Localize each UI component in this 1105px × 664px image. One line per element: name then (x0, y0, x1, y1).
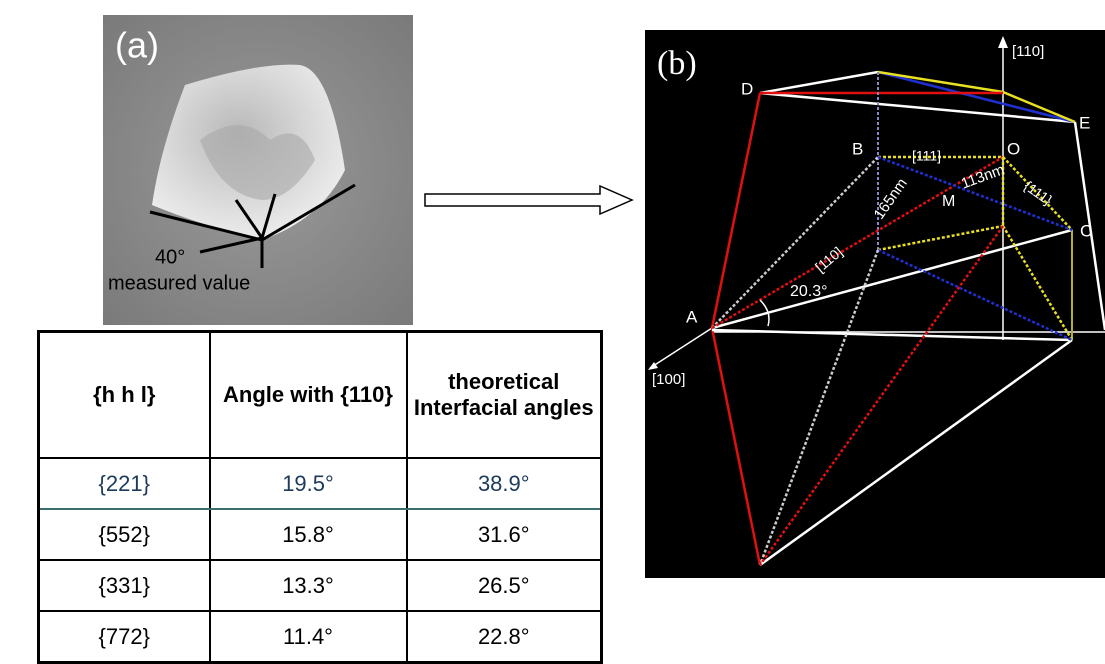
panel-label: (b) (657, 45, 697, 82)
cell: 22.8° (407, 611, 602, 663)
header-cell: theoretical Interfacial angles (407, 332, 602, 459)
row: {331}13.3°26.5° (39, 560, 602, 611)
diagram-label: B (852, 139, 863, 158)
diagram-label: A (686, 307, 698, 326)
cell: 31.6° (407, 509, 602, 560)
cell: {552} (39, 509, 210, 560)
diagram-label: C (1080, 221, 1092, 240)
panel-a: (a) 40° measured value (0, 0, 640, 330)
header-row: {h h l}Angle with {110}theoretical Inter… (39, 332, 602, 459)
arrow (425, 186, 632, 214)
cell: {772} (39, 611, 210, 663)
row: {772}11.4°22.8° (39, 611, 602, 663)
cell: 38.9° (407, 458, 602, 509)
cell: 11.4° (210, 611, 407, 663)
table: {h h l}Angle with {110}theoretical Inter… (37, 330, 603, 664)
cell: {331} (39, 560, 210, 611)
diagram-label: [111] (912, 148, 941, 164)
page: (a) 40° measured value {h h l}Angle with… (0, 0, 1105, 662)
header-cell: {h h l} (39, 332, 210, 459)
angle-label: 40° (155, 246, 185, 268)
diagram-label: [100] (652, 371, 685, 388)
cell: {221} (39, 458, 210, 509)
cell: 26.5° (407, 560, 602, 611)
diagram-label: E (1079, 113, 1090, 132)
header-cell: Angle with {110} (210, 332, 407, 459)
diagram-label: [110] (1012, 43, 1044, 60)
diagram-label: 20.3° (790, 283, 828, 300)
cell: 15.8° (210, 509, 407, 560)
cell: 19.5° (210, 458, 407, 509)
caption: measured value (108, 272, 250, 294)
row: {552}15.8°31.6° (39, 509, 602, 560)
cell: 13.3° (210, 560, 407, 611)
diagram-label: M (942, 193, 955, 210)
row: {221}19.5°38.9° (39, 458, 602, 509)
diagram-label: O (1007, 139, 1020, 158)
diagram-label: D (741, 79, 753, 98)
panel-label: (a) (115, 25, 159, 66)
